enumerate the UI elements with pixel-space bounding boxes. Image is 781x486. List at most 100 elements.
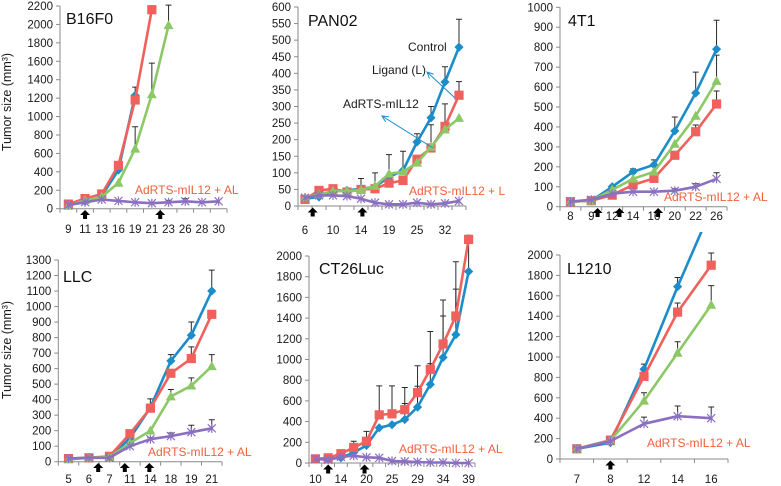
marker-adrts-mil12-l xyxy=(440,198,450,208)
x-tick-label: 19 xyxy=(383,225,396,237)
x-tick-label: 16 xyxy=(705,474,718,486)
marker-adrts-mil12-l xyxy=(342,191,352,201)
y-tick-label: 800 xyxy=(534,372,553,384)
series-line-control xyxy=(67,94,137,207)
marker-adrts-mil12 xyxy=(398,166,408,176)
annotation-label: AdRTS-mIL12 + AL xyxy=(135,183,239,197)
series-line-adrts-mil12-al xyxy=(569,177,718,203)
y-tick-label: 1400 xyxy=(27,75,53,87)
y-tick-label: 300 xyxy=(534,142,553,154)
x-tick-label: 12 xyxy=(606,211,619,223)
x-tick-label: 9 xyxy=(588,211,594,223)
marker-adrts-mil12 xyxy=(146,89,157,99)
marker-adrts-mil12 xyxy=(370,180,380,190)
y-tick-label: 550 xyxy=(272,19,291,31)
marker-adrts-mil12-al xyxy=(628,187,638,197)
marker-ligand-l xyxy=(130,95,140,105)
x-tick-label: 21 xyxy=(145,224,158,236)
x-tick-label: 20 xyxy=(668,211,681,223)
x-tick-label: 13 xyxy=(95,224,108,236)
y-tick-label: 800 xyxy=(283,375,302,387)
marker-adrts-mil12-l xyxy=(384,199,394,209)
marker-ligand-l xyxy=(387,409,397,419)
x-tick-label: 8 xyxy=(567,211,573,223)
marker-adrts-mil12 xyxy=(628,173,639,183)
marker-ligand-l xyxy=(374,410,384,420)
marker-control xyxy=(166,356,176,366)
marker-adrts-mil12 xyxy=(690,110,701,120)
x-tick-label: 9 xyxy=(65,224,71,236)
marker-control xyxy=(464,266,474,277)
marker-adrts-mil12-al xyxy=(164,197,173,207)
marker-adrts-mil12 xyxy=(206,361,217,371)
marker-ligand-l xyxy=(125,429,135,439)
x-tick-label: 21 xyxy=(205,474,218,486)
marker-control xyxy=(691,88,701,98)
x-tick-label: 34 xyxy=(437,474,450,486)
y-tick-label: 700 xyxy=(32,348,51,360)
marker-ligand-l xyxy=(186,353,196,364)
x-tick-label: 30 xyxy=(212,224,225,236)
x-tick-label: 11 xyxy=(124,474,136,486)
treatment-arrow-icon xyxy=(155,210,166,219)
y-tick-label: 1400 xyxy=(527,311,553,323)
marker-adrts-mil12 xyxy=(672,347,683,357)
marker-adrts-mil12-al xyxy=(130,197,140,207)
marker-control xyxy=(400,414,410,425)
y-tick-label: 350 xyxy=(272,85,291,97)
marker-adrts-mil12-al xyxy=(670,186,680,196)
y-tick-label: 400 xyxy=(534,413,553,425)
y-tick-label: 1200 xyxy=(276,334,302,346)
x-tick-label: 29 xyxy=(411,474,424,486)
treatment-arrow-icon xyxy=(80,210,91,219)
plot-area xyxy=(300,18,464,209)
marker-adrts-mil12-al xyxy=(649,187,659,197)
error-bar-control xyxy=(456,18,462,48)
y-tick-label: 200 xyxy=(534,434,553,446)
plot-area xyxy=(571,232,717,454)
panel-l1210: 0 200 400 600 800 1000 1200 1400 1600 1800 2000 7 8 1… xyxy=(527,232,751,486)
marker-ligand-l xyxy=(673,307,683,317)
marker-adrts-mil12-l xyxy=(426,199,436,209)
marker-control xyxy=(440,77,450,87)
y-tick-label: 1200 xyxy=(527,332,553,344)
treatment-arrow-icon xyxy=(307,207,318,217)
treatment-arrow-icon xyxy=(119,463,130,472)
marker-adrts-mil12 xyxy=(412,157,422,167)
x-tick-label: 14 xyxy=(355,225,368,237)
y-tick-label: 0 xyxy=(285,201,291,213)
y-axis-title: Tumor size (mm³) xyxy=(0,53,14,151)
annotation-label: AdRTS-mIL12 + AL xyxy=(399,442,503,456)
error-bar-control xyxy=(713,19,720,50)
series-line-ligand-l xyxy=(67,8,154,206)
series-line-adrts-mil12-al xyxy=(67,426,214,460)
marker-adrts-mil12 xyxy=(639,395,649,405)
marker-adrts-mil12 xyxy=(706,299,717,309)
marker-adrts-mil12 xyxy=(113,177,124,187)
marker-adrts-mil12-l xyxy=(356,194,366,204)
annotation-label: AdRTS-mIL12 + AL xyxy=(647,436,751,450)
y-tick-label: 1100 xyxy=(27,286,52,298)
series-line-control xyxy=(575,232,703,451)
marker-adrts-mil12-al xyxy=(605,436,615,446)
panel-title: LLC xyxy=(63,269,92,286)
marker-adrts-mil12-al xyxy=(105,453,114,463)
marker-adrts-mil12-al xyxy=(712,174,721,184)
marker-ligand-l xyxy=(711,99,722,109)
x-tick-label: 16 xyxy=(112,224,125,236)
y-tick-label: 400 xyxy=(34,167,53,179)
marker-ligand-l xyxy=(438,339,448,349)
marker-adrts-mil12-al xyxy=(413,457,422,467)
y-tick-label: 1000 xyxy=(276,355,302,367)
marker-control xyxy=(207,286,217,296)
panel-title: L1210 xyxy=(567,261,612,278)
x-tick-label: 14 xyxy=(144,474,157,486)
y-tick-label: 800 xyxy=(32,333,51,345)
error-bar-ligand-l xyxy=(389,385,395,414)
y-tick-label: 1200 xyxy=(26,271,52,283)
y-tick-label: 1400 xyxy=(276,313,302,325)
y-tick-label: 1000 xyxy=(527,352,553,364)
y-tick-label: 400 xyxy=(534,122,553,134)
y-tick-label: 1000 xyxy=(527,2,553,14)
